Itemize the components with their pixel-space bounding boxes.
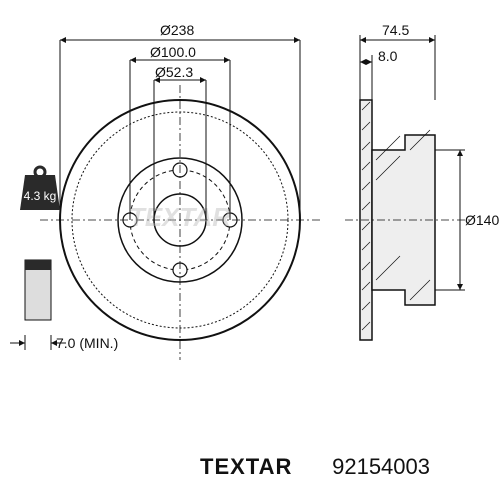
brand-label: TEXTAR [200,454,292,480]
weight-value: 4.3 kg [20,185,60,207]
dim-hub-bore: Ø52.3 [155,64,193,80]
dim-thickness: 8.0 [378,48,397,64]
technical-drawing: TEXTAR [0,0,500,410]
part-number-label: 92154003 [332,454,430,480]
dim-hub-diameter: Ø140 [465,212,499,228]
dim-min-thickness: 7.0 (MIN.) [56,335,118,351]
dim-depth: 74.5 [382,22,409,38]
front-view: TEXTAR [40,85,320,360]
dim-bolt-circle: Ø100.0 [150,44,196,60]
dim-outer-diameter: Ø238 [160,22,194,38]
side-view [345,35,470,340]
watermark: TEXTAR [129,202,231,232]
